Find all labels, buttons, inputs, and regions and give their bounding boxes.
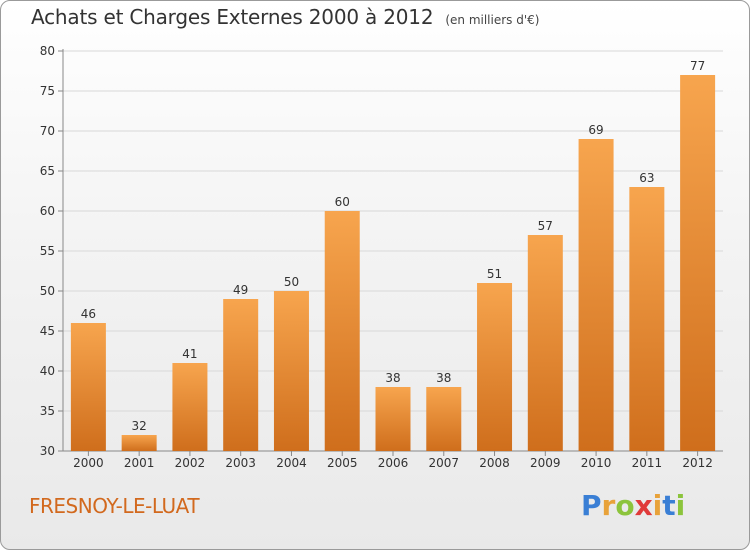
bar [375,387,411,451]
logo-letter: t [662,489,676,522]
bar [578,139,614,451]
y-tick-label: 80 [40,44,55,58]
y-tick-label: 55 [40,244,55,258]
data-label: 69 [588,123,603,137]
data-label: 50 [284,275,299,289]
y-tick-label: 40 [40,364,55,378]
x-tick-label: 2011 [632,456,663,470]
x-tick-label: 2005 [327,456,358,470]
x-tick-label: 2012 [682,456,713,470]
data-label: 38 [436,371,451,385]
logo-letter: P [581,489,602,522]
x-tick-label: 2003 [225,456,256,470]
data-label: 77 [690,59,705,73]
bar [629,187,665,451]
data-label: 63 [639,171,654,185]
bar [70,323,106,451]
logo-letter: r [601,489,616,522]
logo-letter: o [615,489,635,522]
y-tick-label: 65 [40,164,55,178]
x-tick-label: 2000 [73,456,104,470]
title-row: Achats et Charges Externes 2000 à 2012 (… [31,5,539,35]
y-tick-label: 75 [40,84,55,98]
data-label: 51 [487,267,502,281]
y-tick-label: 45 [40,324,55,338]
commune-name: FRESNOY-LE-LUAT [29,494,200,518]
bar [527,235,563,451]
bar [223,299,259,451]
x-tick-label: 2002 [175,456,206,470]
bar [680,75,716,451]
bar [273,291,309,451]
x-tick-label: 2009 [530,456,561,470]
logo-letter: x [634,489,653,522]
chart-subtitle: (en milliers d'€) [445,13,540,27]
data-label: 60 [335,195,350,209]
data-label: 57 [538,219,553,233]
x-tick-label: 2004 [276,456,307,470]
bar [121,435,157,451]
y-tick-label: 35 [40,404,55,418]
data-label: 46 [81,307,96,321]
chart-title: Achats et Charges Externes 2000 à 2012 [31,5,434,29]
y-tick-label: 60 [40,204,55,218]
x-tick-label: 2010 [581,456,612,470]
bar [324,211,360,451]
data-label: 32 [132,419,147,433]
x-tick-label: 2008 [479,456,510,470]
y-tick-label: 70 [40,124,55,138]
data-label: 49 [233,283,248,297]
logo-letter: i [675,489,686,522]
bar [477,283,513,451]
x-tick-label: 2001 [124,456,155,470]
proxiti-logo: Proxiti [581,489,685,522]
data-label: 38 [385,371,400,385]
bar [426,387,462,451]
x-tick-label: 2006 [378,456,409,470]
logo-letter: i [652,489,663,522]
y-tick-label: 30 [40,444,55,458]
data-label: 41 [182,347,197,361]
bar [172,363,208,451]
y-tick-label: 50 [40,284,55,298]
x-tick-label: 2007 [428,456,459,470]
